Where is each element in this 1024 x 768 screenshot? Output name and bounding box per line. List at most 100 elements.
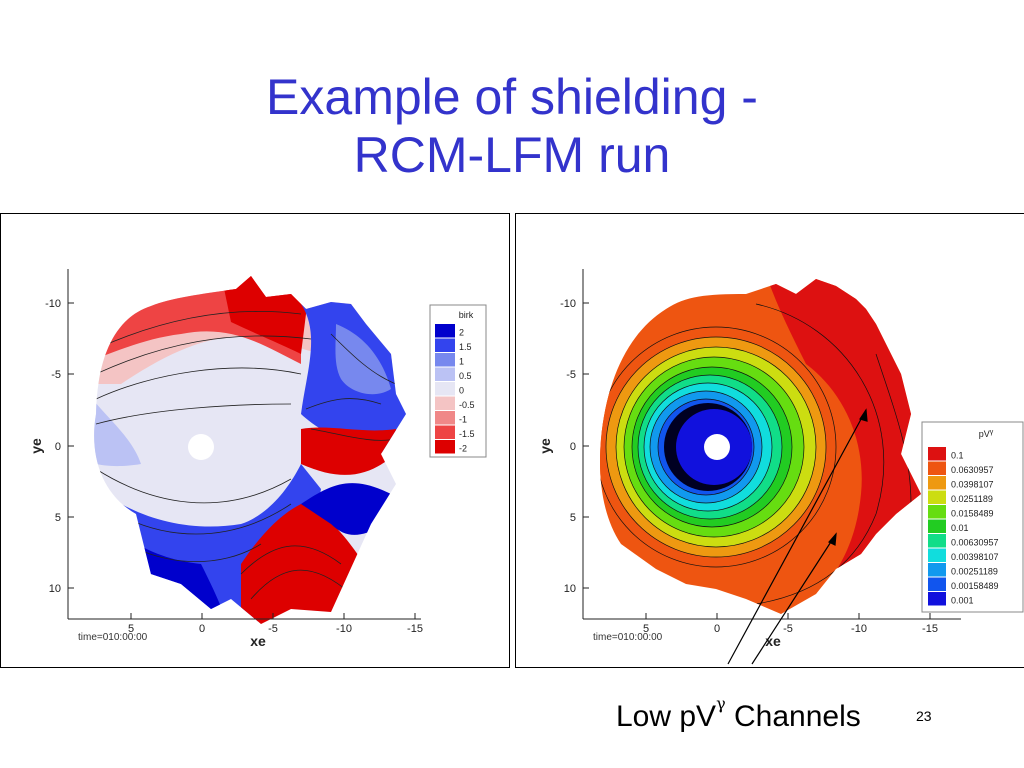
legend-label: -1 [459,415,467,425]
x-tick-label: -10 [336,623,352,635]
legend-label: 0.5 [459,371,472,381]
legend-swatch [928,592,946,606]
legend-swatch [928,505,946,519]
legend-label: 2 [459,328,464,338]
y-tick-label: 5 [55,512,61,524]
legend-swatch [435,353,455,367]
x-tick-label: 5 [128,623,134,635]
birk-map-panel: -10 -5 0 5 10 5 0 -5 -10 -15 ye xe time=… [0,213,510,668]
pv-gamma-map-panel: -10 -5 0 5 10 5 0 -5 -10 -15 ye xe time=… [515,213,1024,668]
legend-label: 0.1 [951,451,964,461]
y-ticks: -10 -5 0 5 10 [45,298,74,595]
caption-gamma: γ [716,694,726,713]
y-tick-label: 0 [570,441,576,453]
contour [95,468,292,504]
x-axis-label: xe [765,633,781,649]
page-number: 23 [916,708,932,724]
contour [310,428,397,441]
y-tick-label: 5 [570,512,576,524]
legend-label: 0.00630957 [951,538,999,548]
legend-swatch [928,476,946,490]
legend-title: birk [459,310,474,320]
legend-swatch [928,577,946,591]
channel-annotation-arrows [727,408,868,665]
legend-label: 1.5 [459,342,472,352]
legend-label: 0 [459,386,464,396]
legend-label: 0.0398107 [951,480,994,490]
contour [95,403,292,425]
contour [305,398,382,410]
legend-label: 0.0251189 [951,494,993,504]
y-tick-label: -5 [51,369,61,381]
legend-swatch [435,324,455,338]
time-label: time=010:00:00 [78,632,148,643]
legend-swatch [435,338,455,352]
legend-swatch [435,382,455,396]
slide-title: Example of shielding - RCM-LFM run [0,68,1024,184]
x-tick-label: -5 [268,623,278,635]
x-ticks: 5 0 -5 -10 -15 [643,613,938,635]
contour [623,356,805,538]
arrow-line [727,409,867,665]
contour [875,353,912,505]
legend-swatch [928,519,946,533]
contour [637,374,783,520]
birk-field [94,276,407,624]
legend-label: -1.5 [459,429,475,439]
y-tick-label: 10 [49,583,61,595]
x-tick-label: -5 [783,623,793,635]
x-tick-label: -15 [922,623,938,635]
contour [240,545,342,575]
y-ticks: -10 -5 0 5 10 [560,298,589,595]
pv-contours [600,303,912,605]
legend-swatch [435,411,455,425]
x-tick-label: 5 [643,623,649,635]
legend-swatch [928,490,946,504]
contour [600,326,837,568]
y-axis-label: ye [537,438,553,454]
legend-label: 0.00398107 [951,552,999,562]
caption-text-post: Channels [725,700,861,733]
legend-label: 0.001 [951,596,974,606]
contour [95,367,302,400]
x-tick-label: -15 [407,623,423,635]
legend-swatch [435,425,455,439]
contour [649,390,763,504]
pv-gamma-field [600,279,921,614]
pv-gamma-legend: pVγ 0.1 0.0630957 0.0398107 0.0251189 0.0158… [921,421,1024,613]
birk-legend: birk 2 1.5 1 0.5 0 -0.5 -1 -1.5 -2 [429,304,487,458]
contour [631,366,793,528]
earth-hole [188,434,214,460]
legend-title: pVγ [979,429,994,439]
legend-swatch [928,548,946,562]
title-line-1: Example of shielding - [266,69,758,125]
y-tick-label: -10 [560,298,576,310]
y-tick-label: 0 [55,441,61,453]
y-tick-label: -5 [566,369,576,381]
contour [605,336,827,558]
field-region-red-right [301,427,396,475]
channels-caption: Low pVγ Channels [616,694,861,734]
legend-swatch [435,367,455,381]
contour [250,569,352,600]
x-tick-label: 0 [199,623,205,635]
legend-label: 0.0630957 [951,465,994,475]
contour [95,311,302,350]
y-tick-label: 10 [564,583,576,595]
legend-label: -2 [459,444,467,454]
legend-swatch [928,461,946,475]
legend-label: 0.0158489 [951,509,994,519]
legend-swatch [928,447,946,461]
legend-title-base: pV [979,429,990,439]
x-ticks: 5 0 -5 -10 -15 [128,613,423,635]
legend-items: 2 1.5 1 0.5 0 -0.5 -1 -1.5 -2 [435,324,475,454]
legend-swatch [928,534,946,548]
x-tick-label: 0 [714,623,720,635]
legend-label: 0.01 [951,523,969,533]
contour [615,346,817,548]
x-tick-label: -10 [851,623,867,635]
pv-gamma-map-chart: -10 -5 0 5 10 5 0 -5 -10 -15 ye xe time=… [537,269,1024,665]
contour [755,303,885,605]
arrow-head [859,408,868,422]
legend-swatch [435,440,455,454]
